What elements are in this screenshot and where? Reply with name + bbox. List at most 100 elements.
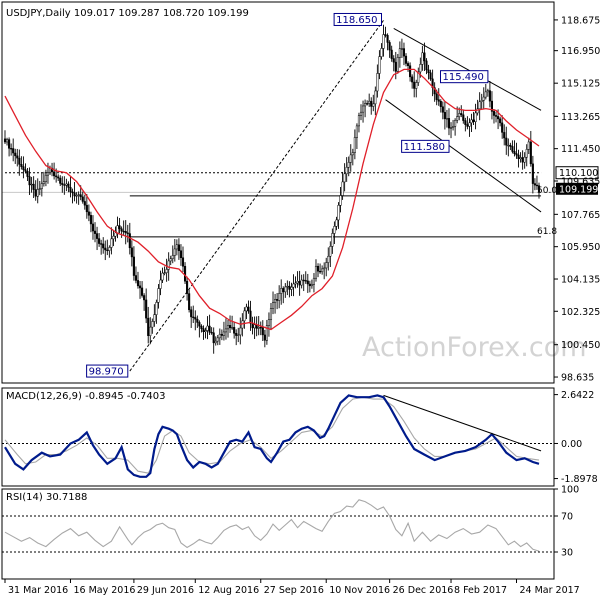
- candle-body: [271, 302, 275, 309]
- candle-body: [106, 249, 109, 252]
- x-tick-label: 16 May 2016: [73, 585, 135, 596]
- candle-body: [507, 144, 510, 147]
- candle-body: [175, 244, 178, 250]
- price-annotation-text: 111.580: [404, 142, 445, 153]
- candle-body: [36, 189, 39, 197]
- candle-body: [196, 318, 199, 323]
- x-tick-label: 8 Feb 2017: [454, 585, 507, 596]
- candle-body: [501, 122, 504, 133]
- candle-body: [276, 299, 279, 301]
- candle-body: [5, 139, 9, 143]
- candle-body: [77, 194, 80, 196]
- candle-body: [102, 243, 105, 249]
- y-tick-label: 105.950: [561, 242, 600, 253]
- candle-body: [155, 302, 158, 315]
- candle-body: [413, 81, 416, 89]
- rsi-tick-label: 100: [561, 485, 579, 496]
- trend-lines: [2, 20, 554, 372]
- panel-frame: [1, 387, 555, 487]
- candle-body: [249, 310, 252, 324]
- candle-body: [269, 308, 273, 320]
- candle-body: [231, 327, 234, 329]
- candle-body: [388, 42, 391, 51]
- candle-body: [157, 288, 160, 303]
- candle-body: [134, 275, 137, 281]
- candle-body: [222, 331, 225, 336]
- candle-body: [30, 183, 33, 186]
- annotations: 118.650 115.490 111.580 98.970 50.0 61.8 110.1…: [86, 12, 599, 378]
- candle-body: [192, 316, 195, 318]
- candle-body: [517, 154, 520, 159]
- candle-body: [523, 156, 526, 163]
- candle-body: [525, 149, 528, 158]
- y-tick-label: 100.450: [561, 340, 600, 351]
- candle-body: [233, 327, 236, 334]
- macd-tick-label: 0.00: [561, 439, 582, 450]
- candle-body: [333, 226, 336, 234]
- candle-body: [71, 191, 74, 194]
- candle-body: [239, 327, 242, 336]
- candle-body: [415, 82, 418, 89]
- candle-body: [26, 171, 29, 177]
- candle-body: [343, 173, 346, 183]
- candle-body: [319, 270, 322, 273]
- candle-body: [300, 279, 303, 286]
- candle-body: [419, 64, 422, 73]
- candle-body: [200, 325, 203, 329]
- candle-body: [280, 288, 283, 294]
- candle-body: [204, 330, 207, 332]
- candle-body: [274, 299, 277, 303]
- candle-body: [484, 91, 487, 98]
- candle-body: [482, 96, 485, 101]
- price-annotation-box: [401, 139, 450, 153]
- candle-body: [443, 112, 446, 120]
- y-tick-label: 102.325: [561, 307, 600, 318]
- candle-body: [351, 152, 354, 156]
- candle-body: [411, 76, 414, 83]
- candle-body: [386, 35, 389, 43]
- candle-body: [55, 175, 58, 178]
- candle-body: [312, 277, 315, 285]
- candle-body: [503, 132, 506, 139]
- candle-body: [259, 327, 262, 329]
- axes: USDJPY,Daily 109.017 109.287 108.720 109…: [1, 1, 600, 580]
- price-annotation-box: [333, 12, 383, 26]
- candle-body: [12, 148, 15, 154]
- candle-body: [267, 319, 270, 326]
- candle-body: [18, 157, 21, 165]
- candle-body: [286, 285, 289, 288]
- panel-frame: [1, 1, 555, 384]
- candle-body: [449, 127, 453, 129]
- x-tick-label: 29 Jun 2016: [137, 585, 194, 596]
- candle-body: [302, 279, 305, 282]
- candle-body: [327, 255, 330, 263]
- macd-panel: MACD(12,26,9) -0.8945 -0.7403 2.6422 0.00 -…: [2, 390, 598, 485]
- candle-body: [521, 157, 524, 163]
- candle-body: [179, 250, 183, 259]
- candle-body: [24, 169, 27, 172]
- macd-tick-label: -1.8978: [561, 474, 598, 485]
- candle-body: [100, 243, 103, 245]
- candle-body: [65, 183, 68, 186]
- candle-body: [353, 137, 356, 153]
- candle-body: [325, 262, 328, 269]
- candle-body: [122, 230, 125, 233]
- x-tick-label: 10 Nov 2016: [329, 585, 390, 596]
- candle-body: [439, 101, 442, 107]
- candle-body: [165, 269, 168, 273]
- candle-body: [470, 119, 473, 124]
- candle-body: [529, 141, 532, 165]
- candle-body: [171, 255, 174, 259]
- candle-body: [151, 321, 154, 328]
- candle-body: [210, 331, 213, 334]
- candle-body: [57, 176, 60, 179]
- candle-body: [294, 282, 297, 285]
- candle-body: [265, 325, 268, 341]
- current-price-tag: [556, 182, 598, 195]
- level-price-text: 110.100: [559, 168, 598, 179]
- candle-body: [394, 61, 397, 72]
- candle-body: [337, 205, 340, 221]
- candle-body: [8, 139, 11, 149]
- candle-body: [85, 204, 88, 213]
- candle-body: [132, 256, 135, 276]
